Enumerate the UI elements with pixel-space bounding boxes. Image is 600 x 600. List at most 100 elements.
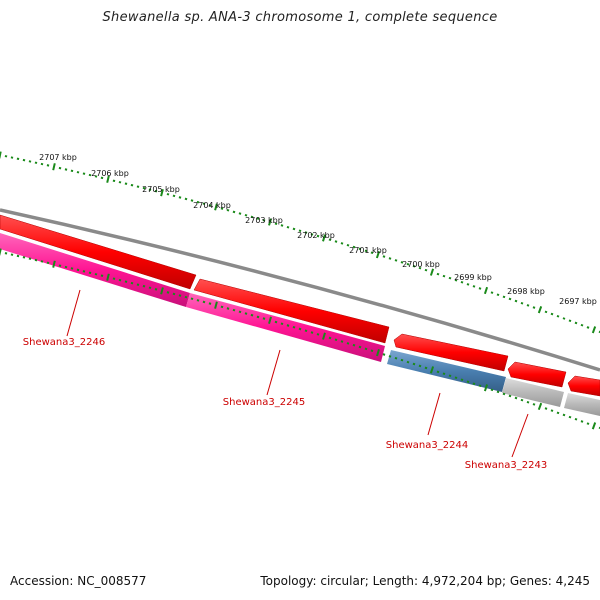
ruler-minor-tick: [202, 202, 206, 206]
cds-shewana3-2244: [387, 350, 506, 392]
inner-minor-tick: [400, 358, 404, 362]
inner-minor-tick: [508, 394, 512, 398]
ruler-minor-tick: [220, 207, 224, 210]
inner-minor-tick: [406, 360, 410, 364]
inner-minor-tick: [388, 355, 392, 358]
inner-minor-tick: [448, 374, 452, 378]
inner-tick-track: [0, 248, 600, 430]
ruler-major-tick: [322, 234, 326, 242]
ruler-minor-tick: [514, 299, 518, 303]
inner-major-tick: [214, 301, 218, 309]
ruler-label: 2700 kbp: [402, 260, 440, 269]
ruler-minor-tick: [550, 312, 554, 316]
ruler-minor-tick: [382, 255, 386, 258]
ruler-minor-tick: [400, 261, 404, 264]
ruler-label: 2702 kbp: [297, 231, 335, 240]
inner-major-tick: [591, 422, 597, 430]
inner-minor-tick: [310, 331, 314, 334]
inner-minor-tick: [562, 413, 566, 417]
ruler-minor-tick: [334, 240, 338, 243]
ruler-minor-tick: [562, 317, 566, 320]
ruler-minor-tick: [250, 215, 254, 219]
ruler-minor-tick: [328, 238, 332, 242]
leader-shewana3-2245: [266, 349, 281, 396]
inner-minor-tick: [478, 384, 482, 388]
ruler-minor-tick: [388, 257, 392, 260]
ruler-minor-tick: [412, 264, 416, 268]
ruler-minor-tick: [544, 310, 548, 314]
ruler-minor-tick: [490, 291, 494, 294]
inner-major-tick: [52, 260, 56, 268]
ruler-minor-tick: [280, 224, 284, 227]
ruler-minor-tick: [466, 283, 470, 286]
cds-forward-4: [507, 361, 567, 388]
ruler-minor-tick: [448, 276, 452, 280]
inner-minor-tick: [274, 320, 278, 324]
ruler-minor-tick: [478, 287, 482, 290]
reverse-strand-features: [0, 233, 600, 416]
inner-minor-tick: [178, 294, 182, 297]
ruler-minor-tick: [424, 268, 428, 272]
inner-minor-tick: [496, 390, 500, 394]
ruler-minor-tick: [184, 197, 188, 201]
ruler-label: 2701 kbp: [349, 246, 387, 255]
ruler-minor-tick: [340, 242, 344, 245]
inner-minor-tick: [580, 420, 584, 423]
ruler-minor-tick: [244, 213, 248, 217]
inner-major-tick: [483, 384, 489, 392]
ruler-minor-tick: [508, 297, 512, 301]
inner-minor-tick: [370, 349, 374, 353]
inner-minor-tick: [304, 329, 308, 333]
ruler-minor-tick: [526, 304, 530, 307]
ruler-minor-tick: [292, 227, 296, 231]
inner-minor-tick: [340, 340, 344, 343]
inner-minor-tick: [454, 376, 458, 380]
inner-minor-tick: [460, 378, 464, 382]
inner-minor-tick: [208, 302, 212, 305]
inner-minor-tick: [568, 415, 572, 419]
inner-minor-tick: [418, 364, 422, 368]
ruler-minor-tick: [274, 222, 278, 226]
inner-minor-tick: [196, 299, 200, 302]
cds-shewana3-2246: [0, 233, 190, 307]
ruler-minor-tick: [454, 278, 458, 282]
ruler-major-tick: [214, 203, 218, 211]
inner-minor-tick: [472, 382, 476, 386]
inner-minor-tick: [394, 356, 398, 360]
leader-shewana3-2243: [511, 413, 529, 458]
ruler-major-tick: [483, 286, 489, 295]
inner-major-tick: [0, 248, 2, 256]
ruler-minor-tick: [496, 293, 500, 297]
inner-minor-tick: [574, 417, 578, 421]
cds-forward-2: [193, 278, 390, 344]
ruler-label: 2699 kbp: [454, 273, 492, 282]
ruler-minor-tick: [346, 243, 350, 247]
inner-minor-tick: [358, 345, 362, 349]
inner-major-tick: [268, 316, 272, 324]
inner-minor-tick: [532, 403, 536, 406]
leader-shewana3-2244: [427, 392, 441, 436]
ruler-minor-tick: [262, 219, 266, 222]
ruler-minor-tick: [580, 323, 584, 327]
ruler-major-tick: [52, 163, 56, 171]
ruler-minor-tick: [502, 295, 506, 299]
ruler-major-tick: [537, 306, 543, 314]
ruler-minor-tick: [190, 199, 194, 202]
inner-minor-tick: [520, 398, 524, 402]
inner-minor-tick: [502, 392, 506, 396]
inner-minor-tick: [238, 310, 242, 314]
inner-minor-tick: [226, 307, 230, 310]
inner-minor-tick: [250, 313, 254, 317]
inner-minor-tick: [412, 362, 416, 366]
inner-minor-tick: [292, 325, 296, 329]
ruler-major-tick: [0, 151, 2, 159]
forward-strand-features: [0, 214, 600, 397]
inner-minor-tick: [526, 400, 530, 404]
cds-shewana3-2245: [186, 293, 385, 362]
sequence-backbone: [0, 208, 600, 372]
gene-label-shewana3-2246: Shewana3_2246: [23, 337, 105, 348]
ruler-major-tick: [375, 250, 381, 259]
inner-minor-tick: [382, 353, 386, 356]
ruler-label: 2697 kbp: [559, 297, 597, 306]
inner-minor-tick: [232, 308, 236, 312]
